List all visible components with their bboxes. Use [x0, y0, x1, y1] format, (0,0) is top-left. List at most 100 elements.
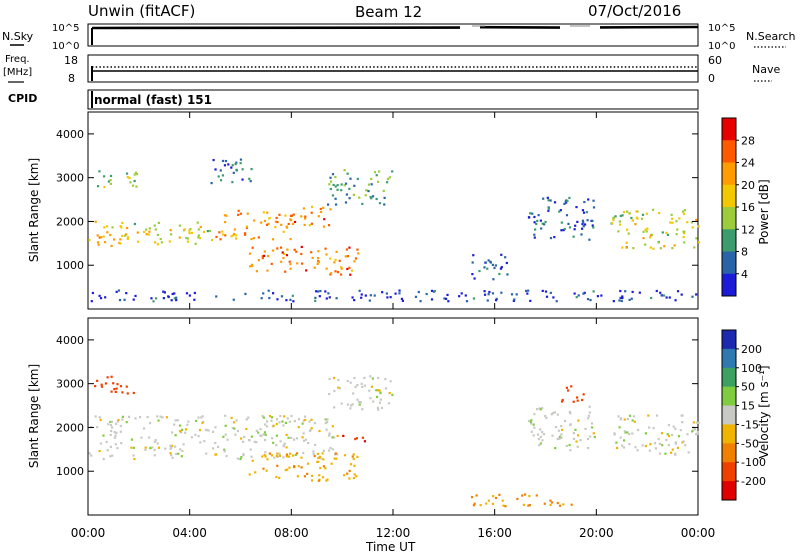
power-cell: [94, 220, 97, 223]
power-cell: [385, 292, 388, 295]
power-cell: [257, 259, 261, 262]
velocity-cell: [502, 504, 505, 507]
power-cell: [336, 270, 340, 274]
power-cell: [529, 212, 532, 215]
velocity-cell: [389, 380, 392, 383]
velocity-cell: [587, 414, 590, 417]
power-cell: [582, 225, 585, 228]
power-cell: [103, 241, 107, 244]
velocity-cell: [265, 425, 269, 428]
power-cell: [340, 183, 343, 186]
power-cell: [197, 234, 200, 237]
power-cell: [515, 293, 518, 296]
velocity-cell: [349, 463, 353, 466]
power-cell: [697, 225, 700, 228]
velocity-cell: [100, 385, 104, 388]
velocity-cell: [133, 457, 136, 461]
power-cell: [627, 232, 630, 235]
velocity-cell: [338, 387, 342, 390]
power-cell: [527, 216, 531, 219]
velocity-cell: [96, 426, 99, 429]
power-cell: [289, 298, 292, 301]
velocity-cell: [96, 379, 99, 382]
power-cell: [353, 260, 356, 263]
velocity-cell: [318, 455, 322, 458]
colorbar-tick-label: 12: [741, 223, 755, 236]
power-cell: [373, 294, 376, 297]
power-cell: [262, 211, 265, 214]
power-cell: [322, 225, 326, 228]
velocity-cell: [281, 420, 284, 423]
velocity-cell: [272, 441, 275, 444]
power-cell: [133, 173, 136, 176]
velocity-cell: [119, 424, 122, 428]
velocity-cell: [356, 455, 359, 459]
power-cell: [572, 235, 575, 238]
velocity-cell: [355, 475, 358, 478]
velocity-cell: [242, 453, 245, 456]
power-cell: [289, 214, 293, 218]
power-cell: [563, 202, 566, 206]
power-cell: [159, 237, 162, 241]
velocity-cell: [272, 424, 275, 427]
plot-title: Unwin (fitACF): [88, 2, 195, 20]
power-cell: [665, 296, 668, 299]
velocity-cell: [111, 426, 114, 429]
power-cell: [660, 294, 663, 297]
power-cell: [237, 213, 240, 216]
power-cell: [582, 292, 585, 295]
power-cell: [188, 231, 191, 235]
power-cell: [289, 263, 292, 266]
power-cell: [575, 205, 578, 209]
power-cell: [488, 290, 491, 294]
freq-tick-bottom: 8: [68, 72, 75, 85]
velocity-cell: [619, 418, 622, 421]
velocity-cell: [377, 408, 380, 411]
power-cell: [662, 294, 666, 297]
power-cell: [628, 212, 631, 215]
velocity-cell: [532, 434, 535, 437]
velocity-cell: [572, 400, 575, 403]
power-cell: [305, 269, 308, 272]
power-cell: [334, 175, 337, 179]
power-cell: [676, 290, 680, 293]
power-cell: [346, 172, 349, 175]
velocity-cell: [142, 427, 146, 430]
power-cell: [239, 212, 242, 215]
velocity-cell: [346, 379, 349, 383]
power-cell: [383, 203, 386, 206]
power-cell: [612, 300, 615, 303]
nsearch-label: N.Search: [746, 30, 796, 43]
velocity-cell: [575, 440, 578, 443]
power-cell: [686, 221, 689, 224]
velocity-cell: [144, 448, 147, 451]
power-cell: [544, 220, 547, 224]
colorbar-tick-label: -200: [741, 475, 766, 488]
velocity-cell: [234, 433, 237, 436]
power-cell: [319, 210, 323, 214]
power-cell: [105, 225, 109, 228]
power-cell: [500, 266, 503, 269]
power-cell: [285, 225, 288, 228]
power-cell: [446, 293, 449, 297]
velocity-cell: [197, 435, 200, 438]
power-cell: [371, 195, 375, 198]
velocity-cell: [171, 456, 174, 459]
power-cell: [96, 185, 100, 188]
power-cell: [334, 203, 338, 206]
velocity-cell: [153, 454, 156, 457]
velocity-cell: [328, 377, 331, 381]
velocity-cell: [117, 418, 120, 422]
velocity-cell: [647, 414, 650, 417]
power-cell: [506, 273, 509, 276]
power-cell: [473, 277, 476, 280]
power-cell: [581, 222, 584, 226]
velocity-cell: [171, 444, 174, 448]
power-cell: [197, 228, 200, 231]
power-colorbar: 28 24 20 16 12 8 4: [721, 117, 755, 297]
power-cell: [492, 278, 495, 281]
velocity-cell: [557, 429, 561, 432]
velocity-cell: [352, 476, 356, 480]
nsky-panel: N.Sky 10^5 10^0 10^5 10^0 N.Search: [2, 23, 796, 52]
velocity-cell: [692, 429, 695, 432]
